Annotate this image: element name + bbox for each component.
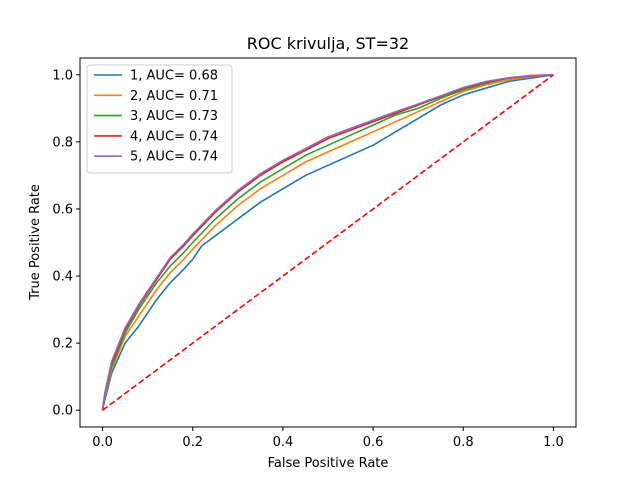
x-tick-label: 0.6 [363, 435, 384, 450]
y-axis: 0.0 0.2 0.4 0.6 0.8 1.0 [52, 68, 80, 419]
legend-label-3: 3, AUC= 0.73 [130, 109, 218, 124]
legend-label-2: 2, AUC= 0.71 [130, 89, 218, 104]
y-tick-label: 0.0 [52, 404, 73, 419]
legend-box [86, 64, 233, 174]
x-axis: 0.0 0.2 0.4 0.6 0.8 1.0 [92, 427, 564, 450]
chance-line [102, 74, 554, 411]
y-tick-label: 0.2 [52, 337, 73, 352]
y-tick-label: 0.6 [52, 202, 73, 217]
y-tick-label: 1.0 [52, 68, 73, 83]
x-tick-label: 0.8 [453, 435, 474, 450]
x-tick-label: 1.0 [543, 435, 564, 450]
legend-label-1: 1, AUC= 0.68 [130, 69, 218, 84]
x-axis-label: False Positive Rate [268, 456, 389, 471]
x-tick-label: 0.0 [92, 435, 113, 450]
y-tick-label: 0.8 [52, 135, 73, 150]
series-line-5 [101, 74, 554, 411]
legend: 1, AUC= 0.68 2, AUC= 0.71 3, AUC= 0.73 4, A… [86, 64, 233, 174]
series-line-2 [101, 74, 554, 411]
x-tick-label: 0.4 [273, 435, 294, 450]
plot-area [101, 74, 554, 411]
y-axis-label: True Positive Rate [28, 184, 43, 301]
plot-frame [79, 57, 577, 428]
legend-label-4: 4, AUC= 0.74 [130, 129, 218, 144]
x-tick-label: 0.2 [182, 435, 203, 450]
y-tick-label: 0.4 [52, 270, 73, 285]
chart-title: ROC krivulja, ST=32 [247, 34, 409, 53]
legend-label-5: 5, AUC= 0.74 [130, 150, 218, 165]
series-line-1 [101, 74, 554, 411]
series-line-3 [101, 74, 554, 411]
